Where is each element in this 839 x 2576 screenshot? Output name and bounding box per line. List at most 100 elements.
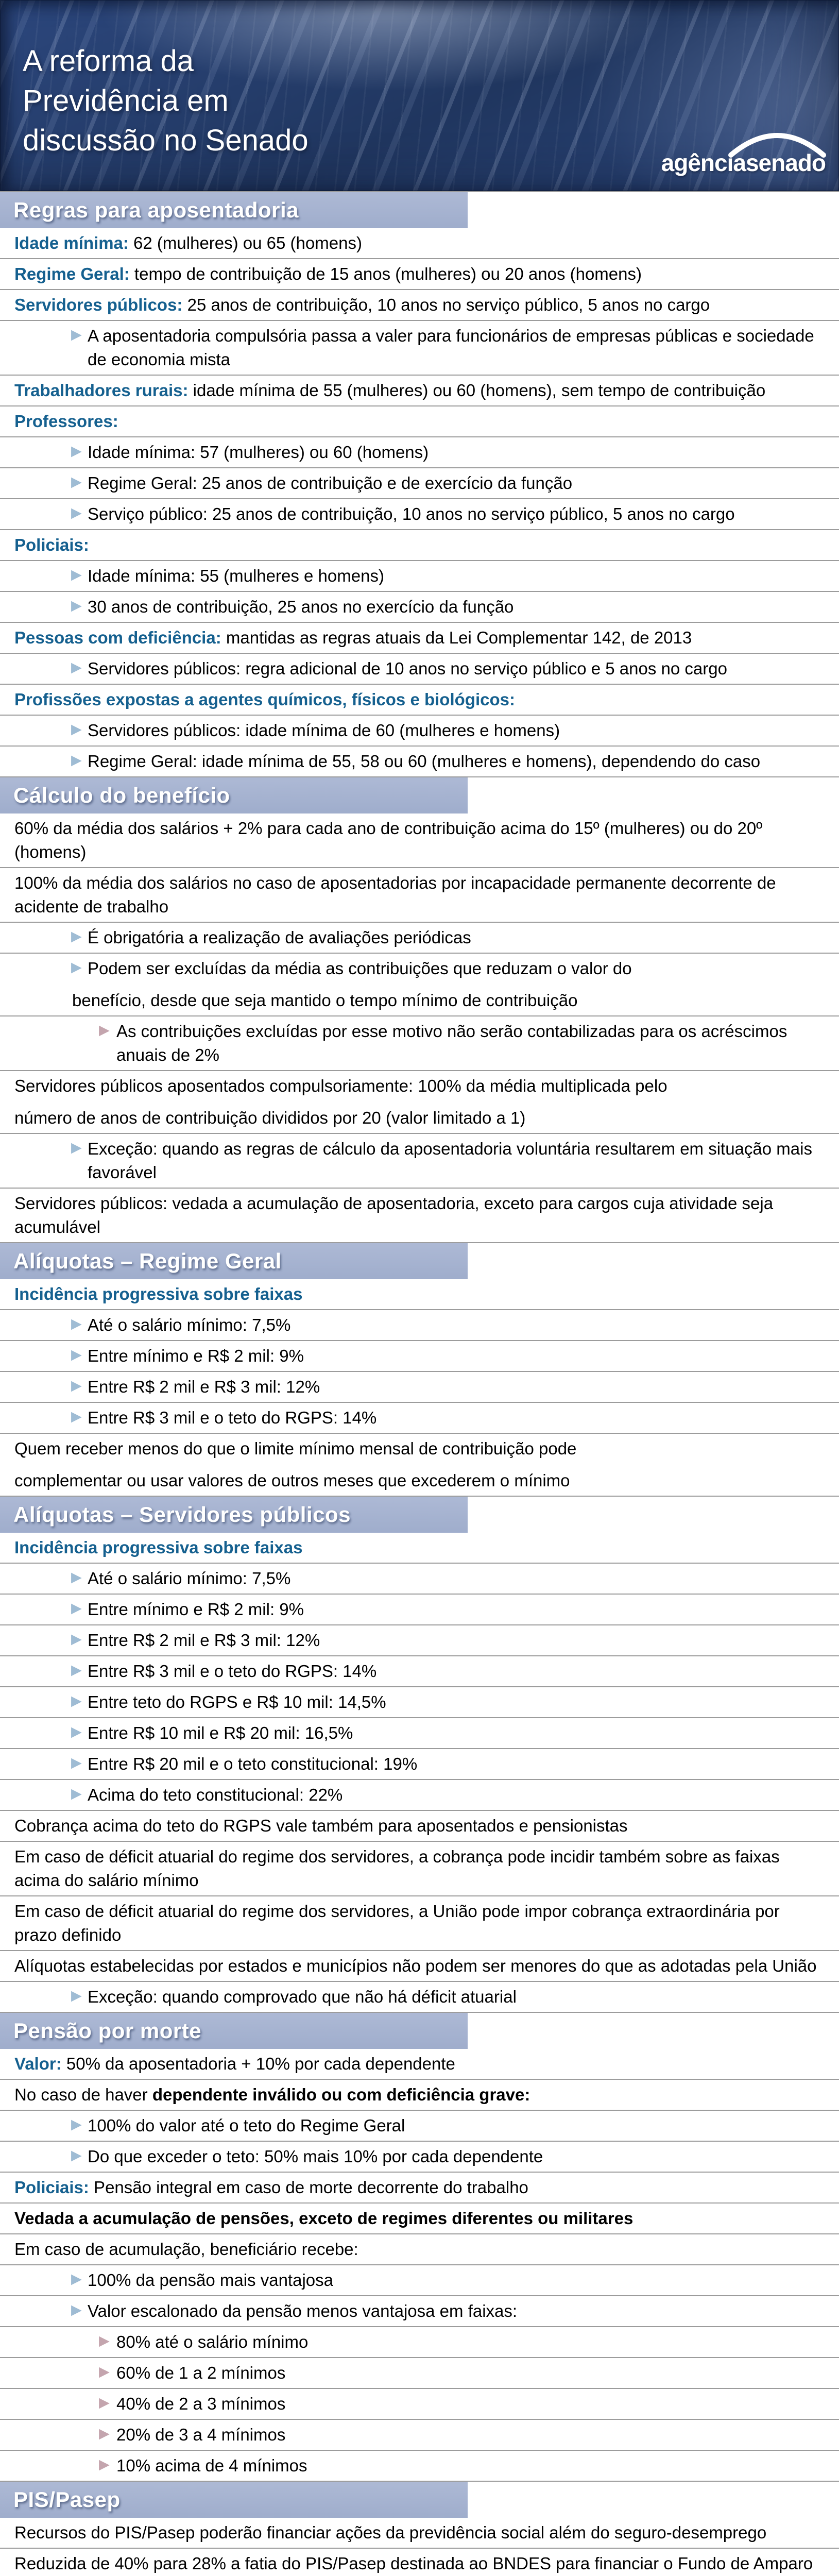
list-item: Incidência progressiva sobre faixas <box>0 1279 839 1309</box>
item-line: Até o salário mínimo: 7,5% <box>88 1567 827 1590</box>
item-line: Recursos do PIS/Pasep poderão financiar … <box>14 2521 827 2545</box>
item-line: Alíquotas estabelecidas por estados e mu… <box>14 1954 827 1978</box>
item-line: Incidência progressiva sobre faixas <box>14 1282 827 1306</box>
list-item: Idade mínima: 62 (mulheres) ou 65 (homen… <box>0 228 839 258</box>
chevron-right-icon: ▶ <box>71 2271 82 2287</box>
section-title: Pensão por morte <box>13 2019 202 2043</box>
item-text: Entre R$ 10 mil e R$ 20 mil: 16,5% <box>88 1723 353 1742</box>
item-text: As contribuições excluídas por esse moti… <box>116 1022 787 1064</box>
item-line: Entre R$ 2 mil e R$ 3 mil: 12% <box>88 1629 827 1652</box>
item-text: Acima do teto constitucional: 22% <box>88 1785 343 1804</box>
item-line: Entre R$ 20 mil e o teto constitucional:… <box>88 1752 827 1776</box>
chevron-right-icon: ▶ <box>71 327 82 343</box>
item-text: Reduzida de 40% para 28% a fatia do PIS/… <box>14 2554 813 2573</box>
list-item: Professores: <box>0 405 839 436</box>
item-line: A aposentadoria compulsória passa a vale… <box>88 324 827 371</box>
item-label: Vedada a acumulação de pensões, exceto d… <box>14 2209 633 2228</box>
item-text: 40% de 2 a 3 mínimos <box>116 2394 286 2413</box>
list-item: ▶ Entre R$ 10 mil e R$ 20 mil: 16,5% <box>0 1717 839 1748</box>
item-line: Servidores públicos aposentados compulso… <box>14 1074 827 1098</box>
item-line: Exceção: quando comprovado que não há dé… <box>88 1985 827 2009</box>
list-item: Incidência progressiva sobre faixas <box>0 1533 839 1563</box>
list-item: ▶ 30 anos de contribuição, 25 anos no exe… <box>0 591 839 622</box>
list-item: No caso de haver dependente inválido ou … <box>0 2079 839 2110</box>
item-text: 62 (mulheres) ou 65 (homens) <box>128 233 362 252</box>
chevron-right-icon: ▶ <box>71 2302 82 2318</box>
item-label: Incidência progressiva sobre faixas <box>14 1284 303 1303</box>
list-item: Servidores públicos aposentados compulso… <box>0 1070 839 1133</box>
list-item: ▶ Entre mínimo e R$ 2 mil: 9% <box>0 1340 839 1371</box>
section-title: PIS/Pasep <box>13 2487 121 2512</box>
list-item: Policiais: <box>0 529 839 560</box>
item-line: Valor: 50% da aposentadoria + 10% por ca… <box>14 2052 827 2076</box>
item-text: 25 anos de contribuição, 10 anos no serv… <box>182 295 710 314</box>
list-item: ▶ As contribuições excluídas por esse mot… <box>0 1015 839 1070</box>
item-line: Idade mínima: 57 (mulheres) ou 60 (homen… <box>88 440 827 464</box>
list-item: Em caso de acumulação, beneficiário rece… <box>0 2233 839 2264</box>
item-line: Entre mínimo e R$ 2 mil: 9% <box>88 1344 827 1368</box>
item-label: Servidores públicos: <box>14 295 183 314</box>
list-item: Pessoas com deficiência: mantidas as reg… <box>0 622 839 653</box>
item-label: Profissões expostas a agentes químicos, … <box>14 690 515 709</box>
item-text: 10% acima de 4 mínimos <box>116 2456 307 2475</box>
chevron-right-icon: ▶ <box>71 1569 82 1585</box>
item-line: Em caso de déficit atuarial do regime do… <box>14 1900 827 1947</box>
item-line: Pessoas com deficiência: mantidas as reg… <box>14 626 827 650</box>
item-text: tempo de contribuição de 15 anos (mulher… <box>129 264 642 283</box>
section-header: Alíquotas – Servidores públicos <box>0 1496 839 1533</box>
list-item: ▶ Entre R$ 3 mil e o teto do RGPS: 14% <box>0 1655 839 1686</box>
section-band: Alíquotas – Servidores públicos <box>0 1497 468 1533</box>
item-line: Entre R$ 3 mil e o teto do RGPS: 14% <box>88 1406 827 1430</box>
list-item: Valor: 50% da aposentadoria + 10% por ca… <box>0 2049 839 2079</box>
chevron-right-icon: ▶ <box>99 1022 110 1038</box>
list-item: ▶ Servidores públicos: regra adicional de… <box>0 653 839 684</box>
item-text: Do que exceder o teto: 50% mais 10% por … <box>88 2147 543 2166</box>
chevron-right-icon: ▶ <box>71 1140 82 1156</box>
list-item: ▶ Valor escalonado da pensão menos vantaj… <box>0 2295 839 2326</box>
chevron-right-icon: ▶ <box>71 1786 82 1802</box>
list-item: ▶ Exceção: quando comprovado que não há d… <box>0 1981 839 2012</box>
item-text: Em caso de déficit atuarial do regime do… <box>14 1902 780 1944</box>
section-band: Pensão por morte <box>0 2013 468 2049</box>
item-text: Entre teto do RGPS e R$ 10 mil: 14,5% <box>88 1692 386 1711</box>
item-text: 60% da média dos salários + 2% para cada… <box>14 819 763 861</box>
chevron-right-icon: ▶ <box>71 1600 82 1616</box>
item-text: 30 anos de contribuição, 25 anos no exer… <box>88 597 514 616</box>
item-text: Entre mínimo e R$ 2 mil: 9% <box>88 1346 304 1365</box>
item-text: 50% da aposentadoria + 10% por cada depe… <box>61 2054 455 2073</box>
item-text: Em caso de acumulação, beneficiário rece… <box>14 2240 358 2259</box>
item-text: benefício, desde que seja mantido o temp… <box>72 991 578 1010</box>
section-band: Alíquotas – Regime Geral <box>0 1243 468 1279</box>
item-text: idade mínima de 55 (mulheres) ou 60 (hom… <box>188 381 766 400</box>
section-header: Regras para aposentadoria <box>0 191 839 228</box>
list-item: Quem receber menos do que o limite mínim… <box>0 1433 839 1496</box>
list-item: ▶ Exceção: quando as regras de cálculo da… <box>0 1133 839 1188</box>
section-title: Alíquotas – Regime Geral <box>13 1249 282 1273</box>
item-text: 100% da pensão mais vantajosa <box>88 2270 333 2290</box>
list-item: ▶ Entre R$ 20 mil e o teto constitucional… <box>0 1748 839 1779</box>
item-line: Entre R$ 2 mil e R$ 3 mil: 12% <box>88 1375 827 1399</box>
chevron-right-icon: ▶ <box>99 2333 110 2349</box>
item-text: Em caso de déficit atuarial do regime do… <box>14 1847 780 1890</box>
item-line: Reduzida de 40% para 28% a fatia do PIS/… <box>14 2552 827 2576</box>
item-label: Policiais: <box>14 2178 89 2197</box>
chevron-right-icon: ▶ <box>71 443 82 459</box>
item-line: Valor escalonado da pensão menos vantajo… <box>88 2299 827 2323</box>
item-text: Exceção: quando as regras de cálculo da … <box>88 1139 812 1182</box>
chevron-right-icon: ▶ <box>71 1724 82 1740</box>
item-line: 40% de 2 a 3 mínimos <box>116 2392 827 2416</box>
item-line: benefício, desde que seja mantido o temp… <box>72 989 827 1012</box>
item-line: Servidores públicos: 25 anos de contribu… <box>14 293 827 317</box>
item-line: 100% do valor até o teto do Regime Geral <box>88 2114 827 2138</box>
item-text: número de anos de contribuição divididos… <box>14 1108 526 1127</box>
item-line: Em caso de acumulação, beneficiário rece… <box>14 2238 827 2261</box>
item-line: Servidores públicos: vedada a acumulação… <box>14 1192 827 1239</box>
item-line: Policiais: <box>14 533 827 557</box>
list-item: Vedada a acumulação de pensões, exceto d… <box>0 2202 839 2233</box>
item-text: Serviço público: 25 anos de contribuição… <box>88 504 735 523</box>
chevron-right-icon: ▶ <box>71 1378 82 1394</box>
list-item: ▶ Até o salário mínimo: 7,5% <box>0 1563 839 1594</box>
chevron-right-icon: ▶ <box>71 1347 82 1363</box>
item-text: Alíquotas estabelecidas por estados e mu… <box>14 1956 817 1975</box>
chevron-right-icon: ▶ <box>71 567 82 583</box>
